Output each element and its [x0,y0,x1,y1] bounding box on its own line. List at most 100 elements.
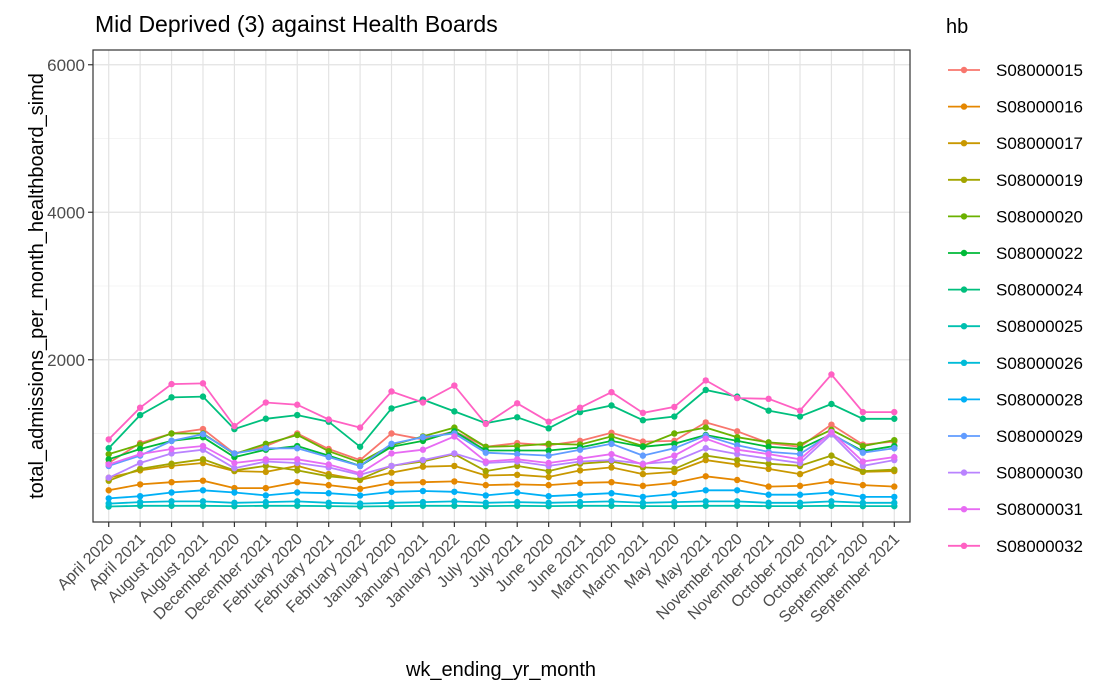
data-point [828,371,835,378]
legend-label: S08000024 [996,281,1083,300]
data-point [828,400,835,408]
data-point [136,492,144,500]
data-point [545,418,552,425]
data-point [231,464,238,472]
data-point [891,445,898,452]
legend-key-point [960,323,968,330]
data-point [608,464,615,471]
data-point [891,483,898,490]
data-point [168,437,175,445]
y-tick-label: 2000 [47,351,85,370]
data-point [796,413,804,420]
data-point [859,499,867,507]
data-point [388,405,395,412]
data-point [514,471,521,478]
data-point [168,502,175,509]
data-point [671,452,678,459]
legend-label: S08000017 [996,134,1083,153]
data-point [105,495,112,502]
data-point [105,450,112,458]
legend-key-point [960,432,968,440]
data-point [765,407,772,414]
data-point [733,476,741,484]
data-point [231,459,238,467]
data-point [199,442,207,450]
data-point [891,408,898,416]
data-point [859,458,867,465]
data-point [388,499,395,507]
legend-label: S08000032 [996,537,1083,556]
data-point [105,456,112,463]
data-point [828,421,835,428]
data-point [702,435,709,442]
data-point [608,478,615,486]
legend-item: S08000029 [948,427,1083,446]
data-point [796,407,804,414]
data-point [765,395,772,403]
data-point [514,489,521,496]
data-point [168,498,175,505]
data-point [639,482,647,490]
data-point [702,502,709,509]
data-point [168,489,175,496]
data-point [639,470,647,478]
series-line [108,475,895,492]
data-point [891,436,898,444]
data-point [356,492,364,499]
data-point [451,408,458,415]
data-point [262,492,270,499]
data-point [733,450,741,458]
data-point [482,499,489,507]
legend-label: S08000015 [996,61,1083,80]
data-point [136,498,144,506]
data-point [294,467,301,474]
series-line [108,504,895,508]
data-point [765,443,772,450]
data-point [796,470,804,478]
data-point [136,450,144,458]
data-point [231,499,238,507]
series-line [108,432,895,467]
data-point [545,499,552,507]
legend-key-point [960,249,968,257]
data-point [828,428,835,436]
data-point [388,479,395,487]
data-point [733,461,741,468]
data-point [105,445,112,452]
data-point [828,502,835,509]
data-point [828,459,835,467]
legend-item: S08000025 [948,317,1083,336]
plot-border [92,49,911,523]
data-point [451,488,458,495]
legend-item: S08000020 [948,207,1083,226]
legend-key-point [960,359,968,366]
data-point [419,433,427,441]
data-point [168,380,175,388]
data-point [262,415,270,422]
data-point [388,450,395,457]
data-point [702,377,709,384]
series-line [108,489,895,500]
data-point [702,452,709,459]
data-point [419,399,427,406]
data-point [294,456,301,463]
data-point [891,415,898,422]
data-point [765,465,772,473]
y-tick-label: 6000 [47,56,85,75]
data-point [639,443,647,450]
data-point [702,386,709,394]
series-line [108,432,895,479]
y-axis: 2000 4000 6000 [47,56,93,370]
data-point [733,394,741,402]
data-point [294,431,301,439]
data-point [482,472,489,479]
data-point [514,462,521,470]
data-point [294,401,301,408]
data-point [671,445,678,452]
series-lines [105,371,898,510]
data-point [356,443,364,450]
legend-item: S08000015 [948,61,1083,80]
data-point [671,458,678,465]
legend-item: S08000016 [948,98,1083,117]
data-point [545,452,552,459]
